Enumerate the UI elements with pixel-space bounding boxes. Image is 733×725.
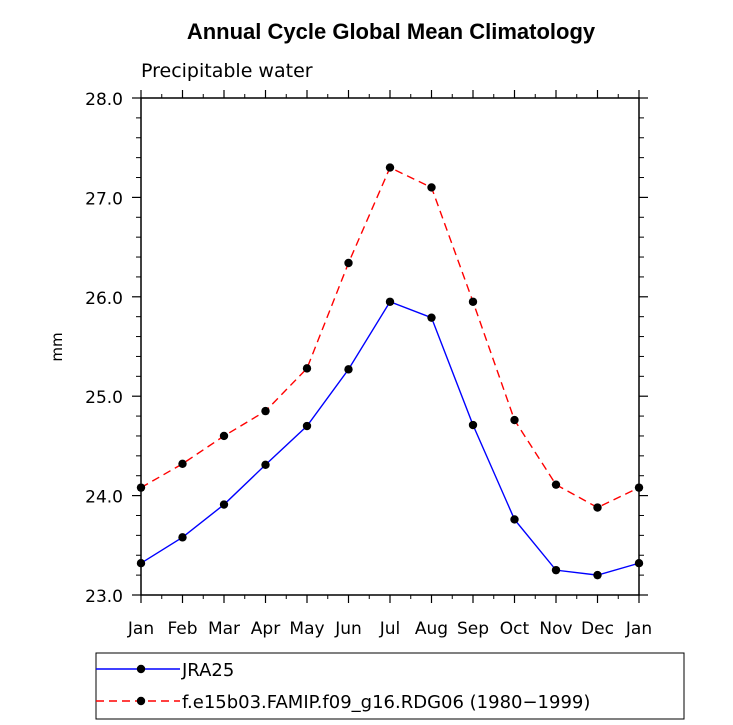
data-point xyxy=(427,183,436,192)
y-tick-label: 23.0 xyxy=(85,587,123,607)
y-axis-label: mm xyxy=(48,332,66,361)
y-tick-label: 26.0 xyxy=(85,289,123,309)
legend: JRA25 f.e15b03.FAMIP.f09_g16.RDG06 (1980−… xyxy=(95,652,685,720)
data-point xyxy=(468,297,478,306)
x-tick-label: Apr xyxy=(251,619,280,639)
x-tick-label: Dec xyxy=(581,619,614,639)
axis-ticks xyxy=(132,90,648,603)
legend-label: JRA25 xyxy=(181,660,234,681)
data-point xyxy=(302,364,312,373)
data-point xyxy=(136,558,146,568)
y-tick-label: 24.0 xyxy=(85,488,123,508)
data-point xyxy=(634,483,644,492)
x-tick-label: Jul xyxy=(379,619,401,639)
x-tick-label: May xyxy=(289,619,324,639)
x-tick-label: Jan xyxy=(625,619,652,639)
data-point xyxy=(344,365,353,374)
series-line xyxy=(140,166,640,509)
data-point xyxy=(510,515,519,524)
data-point xyxy=(468,420,478,430)
legend-box xyxy=(95,652,685,720)
data-point xyxy=(219,500,229,509)
series-line xyxy=(140,300,640,576)
series-layer xyxy=(136,163,644,580)
x-tick-label: Sep xyxy=(457,619,489,639)
x-tick-label: Feb xyxy=(167,619,197,639)
data-point xyxy=(302,421,312,431)
legend-marker xyxy=(136,696,146,706)
data-point xyxy=(261,460,270,469)
x-tick-label: Jun xyxy=(334,619,362,639)
data-point xyxy=(593,570,602,580)
data-point xyxy=(261,406,270,416)
data-point xyxy=(344,258,353,268)
x-tick-label: Mar xyxy=(208,619,240,639)
data-point xyxy=(551,565,561,575)
data-point xyxy=(219,431,229,441)
chart-subtitle: Precipitable water xyxy=(141,60,313,82)
data-point xyxy=(593,503,602,512)
data-point xyxy=(136,483,146,492)
y-tick-label: 25.0 xyxy=(85,388,123,408)
data-point xyxy=(634,558,644,568)
x-tick-label: Aug xyxy=(415,619,448,639)
data-point xyxy=(178,533,187,542)
legend-label: f.e15b03.FAMIP.f09_g16.RDG06 (1980−1999) xyxy=(182,692,590,713)
data-point xyxy=(551,480,561,489)
y-tick-label: 27.0 xyxy=(85,189,123,209)
data-point xyxy=(385,297,395,306)
plot-frame xyxy=(140,97,640,596)
x-tick-label: Nov xyxy=(539,619,572,639)
data-point xyxy=(510,415,519,425)
data-point xyxy=(427,313,436,322)
data-point xyxy=(385,163,395,172)
x-tick-label: Jan xyxy=(127,619,154,639)
y-tick-label: 28.0 xyxy=(85,90,123,110)
tick-labels: Jan Feb Mar Apr May Jun Jul Aug Sep Oct Nov Dec Jan2… xyxy=(85,90,652,639)
data-point xyxy=(178,459,187,468)
legend-marker xyxy=(136,664,146,674)
chart-title: Annual Cycle Global Mean Climatology xyxy=(187,19,596,44)
x-tick-label: Oct xyxy=(500,619,530,639)
